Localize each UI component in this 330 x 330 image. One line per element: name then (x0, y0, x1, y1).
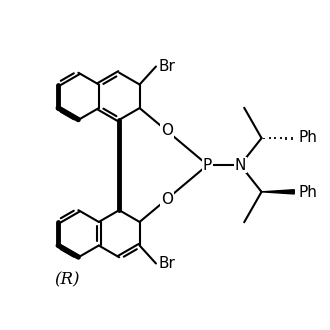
Text: N: N (235, 157, 246, 173)
Text: P: P (203, 157, 212, 173)
Text: (R): (R) (54, 271, 80, 288)
Text: Br: Br (159, 256, 176, 271)
Text: O: O (161, 192, 173, 207)
Text: Br: Br (159, 59, 176, 74)
Text: Ph: Ph (298, 130, 317, 145)
Text: O: O (161, 123, 173, 138)
Text: Ph: Ph (298, 185, 317, 200)
Polygon shape (262, 190, 294, 194)
